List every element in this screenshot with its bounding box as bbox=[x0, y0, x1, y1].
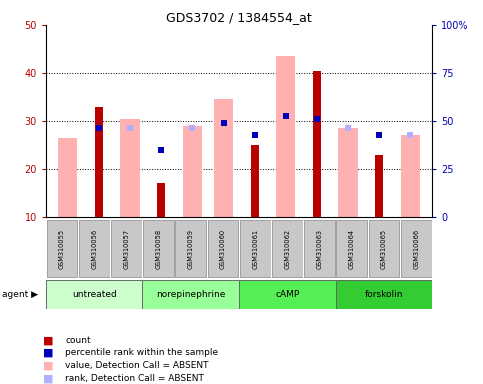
Text: GSM310064: GSM310064 bbox=[349, 228, 355, 269]
Text: GSM310056: GSM310056 bbox=[91, 228, 97, 269]
Title: GDS3702 / 1384554_at: GDS3702 / 1384554_at bbox=[166, 11, 312, 24]
Bar bbox=[157, 184, 165, 217]
Text: ■: ■ bbox=[43, 373, 54, 383]
Bar bbox=[58, 138, 77, 217]
Text: GSM310062: GSM310062 bbox=[284, 228, 290, 269]
Text: value, Detection Call = ABSENT: value, Detection Call = ABSENT bbox=[65, 361, 209, 370]
Text: GSM310055: GSM310055 bbox=[59, 228, 65, 269]
Text: GSM310066: GSM310066 bbox=[413, 228, 419, 269]
Text: cAMP: cAMP bbox=[275, 290, 299, 299]
Text: untreated: untreated bbox=[72, 290, 116, 299]
Text: GSM310060: GSM310060 bbox=[220, 228, 226, 269]
Text: forskolin: forskolin bbox=[365, 290, 403, 299]
Bar bbox=[183, 126, 202, 217]
Text: percentile rank within the sample: percentile rank within the sample bbox=[65, 348, 218, 358]
Text: GSM310065: GSM310065 bbox=[381, 228, 387, 269]
Bar bbox=[276, 56, 296, 217]
Text: norepinephrine: norepinephrine bbox=[156, 290, 226, 299]
Text: GSM310059: GSM310059 bbox=[188, 228, 194, 269]
Text: count: count bbox=[65, 336, 91, 345]
Bar bbox=[120, 119, 140, 217]
Text: GSM310058: GSM310058 bbox=[156, 228, 162, 269]
Bar bbox=[95, 107, 103, 217]
Text: GSM310057: GSM310057 bbox=[123, 228, 129, 269]
Text: GSM310061: GSM310061 bbox=[252, 228, 258, 269]
Text: rank, Detection Call = ABSENT: rank, Detection Call = ABSENT bbox=[65, 374, 204, 383]
Text: ■: ■ bbox=[43, 348, 54, 358]
Bar bbox=[401, 136, 420, 217]
Bar bbox=[313, 71, 321, 217]
Bar bbox=[375, 155, 383, 217]
Bar bbox=[214, 99, 233, 217]
Bar bbox=[251, 145, 258, 217]
Text: ■: ■ bbox=[43, 335, 54, 345]
Text: GSM310063: GSM310063 bbox=[316, 228, 323, 269]
Text: agent ▶: agent ▶ bbox=[2, 290, 39, 299]
Bar bbox=[339, 128, 358, 217]
Text: ■: ■ bbox=[43, 361, 54, 371]
